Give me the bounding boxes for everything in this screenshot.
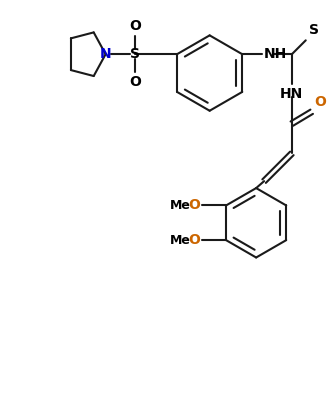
- Text: NH: NH: [264, 47, 287, 61]
- Text: O: O: [188, 233, 200, 247]
- Text: O: O: [188, 198, 200, 212]
- Text: HN: HN: [280, 87, 303, 101]
- Text: O: O: [130, 75, 141, 89]
- Text: Me: Me: [169, 234, 190, 247]
- Text: O: O: [315, 95, 327, 109]
- Text: Me: Me: [169, 199, 190, 212]
- Text: N: N: [100, 47, 112, 61]
- Text: S: S: [130, 47, 140, 61]
- Text: S: S: [309, 23, 319, 37]
- Text: O: O: [130, 19, 141, 33]
